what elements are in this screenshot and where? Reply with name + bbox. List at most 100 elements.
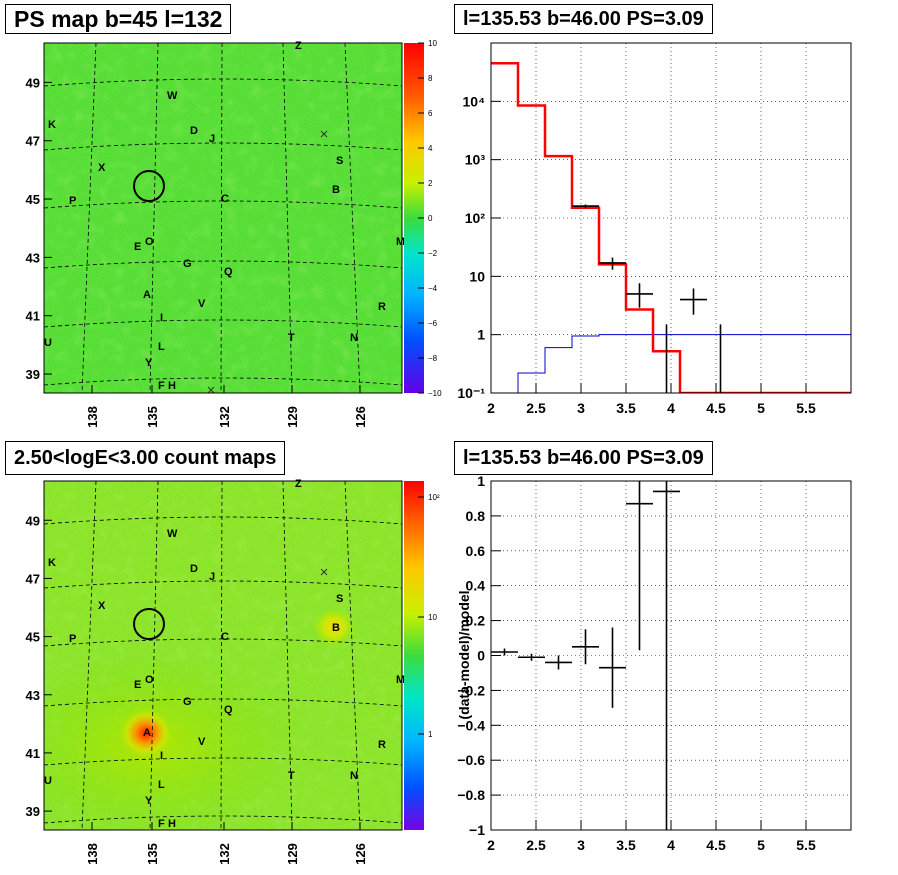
y-tick-label: −1: [469, 822, 485, 838]
source-label: S: [336, 155, 343, 167]
source-label: M: [396, 236, 405, 248]
data-point: [680, 288, 707, 315]
background-step-line: [491, 334, 851, 393]
ps-map-title: PS map b=45 l=132: [5, 4, 232, 34]
residual-x-ticks: 2 2.5 3 3.5 4 4.5 5 5.5: [487, 820, 816, 853]
source-label: W: [167, 528, 178, 540]
x-marker: [320, 130, 328, 138]
source-blob-a: [118, 707, 174, 759]
data-point: [572, 629, 599, 665]
y-tick-label: 47: [26, 134, 40, 149]
x-tick-label: 129: [285, 406, 300, 428]
residual-grid: [490, 480, 851, 831]
x-tick-label: 4: [667, 837, 675, 853]
colorbar-tick-label: 4: [428, 144, 433, 153]
source-blob-b: [312, 607, 356, 647]
count-map-y-ticks: 49 47 45 43 41 39: [26, 513, 52, 819]
data-point: [518, 653, 545, 661]
y-tick-label: 49: [26, 75, 40, 90]
source-label: X: [98, 600, 106, 612]
colorbar-tick-label: −10: [428, 389, 442, 398]
count-map-source-labels: Z W K D J X S B P C E O M G Q A V R I T …: [44, 478, 405, 830]
source-label: S: [336, 593, 343, 605]
y-tick-label: 10³: [465, 152, 486, 168]
source-label: L: [158, 779, 165, 791]
ps-map-markers: [207, 130, 328, 394]
spectrum-y-ticks: 10⁻¹ 1 10 10² 10³ 10⁴: [457, 93, 501, 401]
x-tick-label: 5: [757, 400, 765, 416]
y-tick-label: 0.2: [466, 613, 486, 629]
source-label: M: [396, 674, 405, 686]
source-label: R: [378, 739, 386, 751]
x-tick-label: 135: [145, 406, 160, 428]
x-tick-label: 3.5: [616, 400, 636, 416]
source-label: E: [134, 241, 141, 253]
colorbar-tick-label: 0: [428, 214, 433, 223]
source-label: Y: [145, 795, 153, 807]
x-tick-label: 2.5: [526, 837, 546, 853]
source-label: B: [332, 184, 340, 196]
colorbar-tick-label: 8: [428, 74, 433, 83]
source-label: V: [198, 736, 206, 748]
source-label: O: [145, 236, 154, 248]
source-label: K: [48, 119, 56, 131]
count-map-frame: [43, 480, 403, 831]
y-tick-label: −0.4: [457, 717, 485, 733]
ps-map-panel: Z W K D J X S B P C E O M G Q A V R I T …: [26, 39, 443, 428]
colorbar-tick-label: 1: [428, 730, 433, 739]
source-label: U: [44, 775, 52, 787]
y-tick-label: 45: [26, 630, 40, 645]
y-tick-label: 41: [26, 746, 40, 761]
source-label: T: [288, 332, 295, 344]
source-label: E: [134, 679, 141, 691]
y-tick-label: 0.6: [466, 543, 486, 559]
source-label: A: [143, 727, 151, 739]
residual-y-ticks: 1 0.8 0.6 0.4 0.2 0 −0.2 −0.4 −0.6 −0.8 −1: [457, 473, 501, 838]
source-label: F: [158, 380, 165, 392]
source-label: I: [160, 750, 163, 762]
x-tick-label: 4: [667, 400, 675, 416]
colorbar-tick-label: 10: [428, 613, 437, 622]
residual-title: l=135.53 b=46.00 PS=3.09: [454, 441, 713, 475]
source-label: F: [158, 818, 165, 830]
source-label: X: [98, 162, 106, 174]
ps-map-source-labels: Z W K D J X S B P C E O M G Q A V R I T …: [44, 40, 405, 392]
y-tick-label: 1: [477, 327, 485, 343]
ps-map-x-ticks: 138 135 132 129 126: [85, 385, 368, 428]
source-label: Q: [224, 704, 233, 716]
data-point: [572, 204, 599, 208]
y-tick-label: 41: [26, 309, 40, 324]
source-label: W: [167, 90, 178, 102]
spectrum-background-line: [491, 334, 851, 393]
source-label: C: [221, 631, 229, 643]
spectrum-data-points: [572, 204, 722, 393]
source-label: J: [209, 133, 215, 145]
source-label: D: [190, 125, 198, 137]
y-tick-label: 0: [477, 648, 485, 664]
y-tick-label: 39: [26, 804, 40, 819]
count-map-colorbar-ticks: 10² 10 1: [418, 493, 440, 739]
y-tick-label: 47: [26, 571, 40, 586]
x-marker: [207, 386, 215, 394]
x-tick-label: 2.5: [526, 400, 546, 416]
source-label: N: [350, 770, 358, 782]
y-tick-label: 0.4: [466, 578, 486, 594]
data-point: [491, 648, 518, 656]
data-point: [599, 627, 626, 708]
count-map-x-ticks: 138 135 132 129 126: [85, 822, 368, 865]
source-label: B: [332, 622, 340, 634]
source-label: K: [48, 557, 56, 569]
x-marker: [320, 568, 328, 576]
source-label: A: [143, 289, 151, 301]
source-label: Y: [145, 357, 153, 369]
x-tick-label: 138: [85, 406, 100, 428]
x-tick-label: 132: [217, 406, 232, 428]
residual-data-points: [491, 481, 680, 830]
source-label: Z: [295, 478, 302, 490]
source-label: G: [183, 696, 192, 708]
ps-map-texture-coarse: [44, 43, 402, 393]
ps-map-grid: [44, 43, 402, 393]
y-tick-label: 45: [26, 192, 40, 207]
source-label: V: [198, 298, 206, 310]
